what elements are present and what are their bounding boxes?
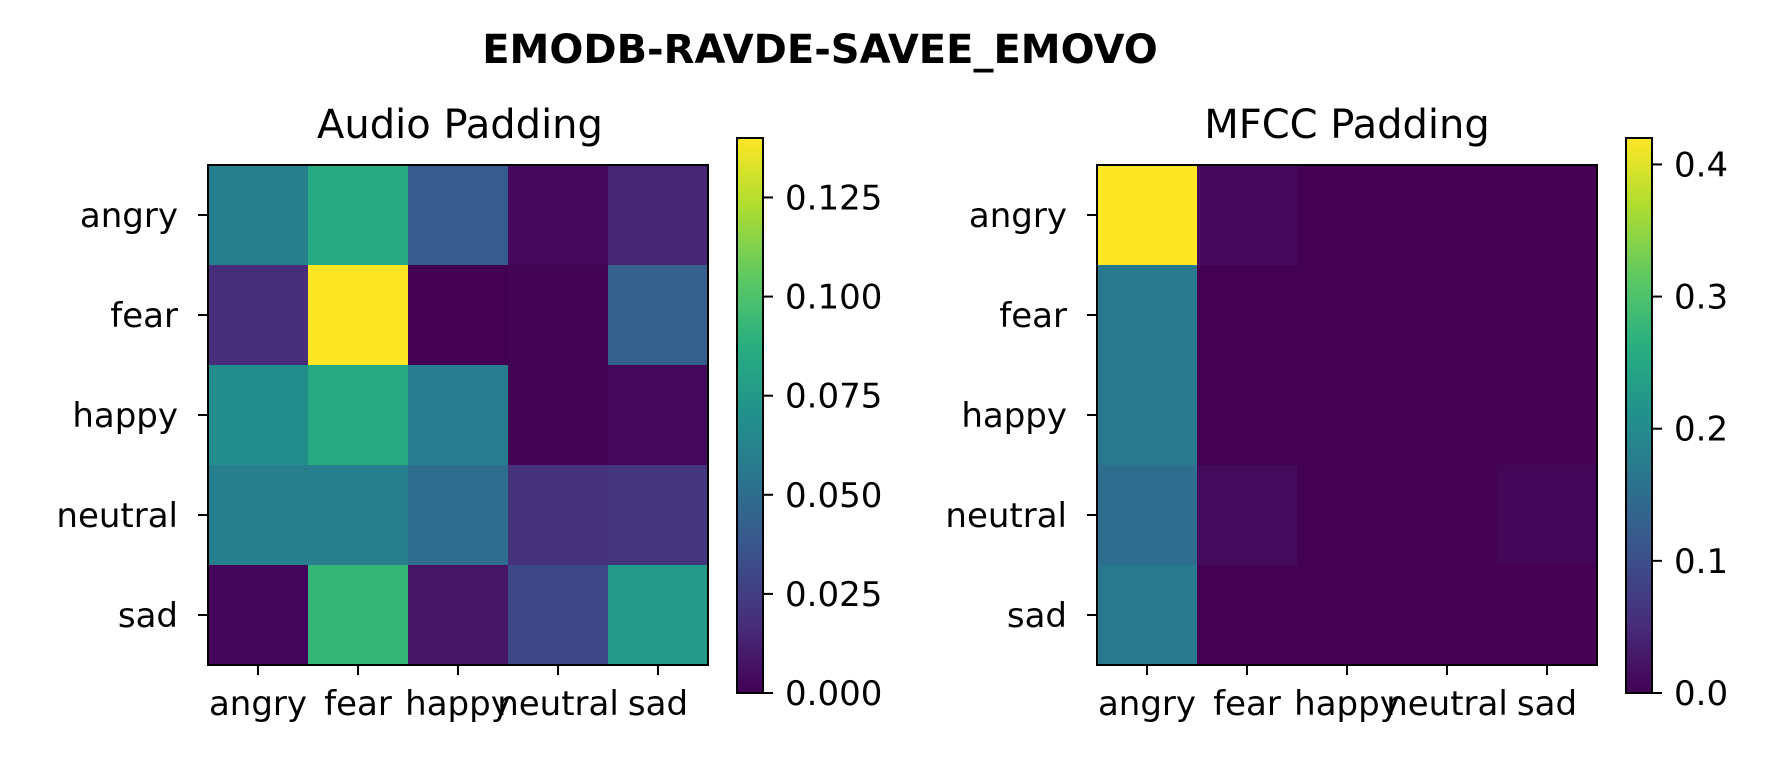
heatmap-cell	[308, 565, 409, 666]
y-tick-label: sad	[118, 596, 178, 636]
heatmap-cell	[1497, 265, 1598, 366]
heatmap-cell	[1497, 165, 1598, 266]
heatmap-cell	[308, 465, 409, 566]
heatmap-cell	[1297, 365, 1398, 466]
heatmap-cell	[608, 565, 709, 666]
heatmap-cell	[1397, 465, 1498, 566]
heatmap-cell	[1397, 365, 1498, 466]
y-tick-label: happy	[72, 396, 178, 436]
heatmap-cell	[208, 265, 309, 366]
y-tick-label: happy	[961, 396, 1067, 436]
heatmap-cell	[508, 365, 609, 466]
heatmap-cell	[408, 165, 509, 266]
colorbar-tick-label: 0.075	[785, 377, 882, 417]
colorbar-tick-label: 0.4	[1674, 145, 1728, 185]
heatmap-cell	[608, 165, 709, 266]
colorbar-tick-label: 0.025	[785, 575, 882, 615]
colorbar-tick-label: 0.050	[785, 476, 882, 516]
panel-title: Audio Padding	[317, 102, 603, 148]
heatmap-cell	[1197, 565, 1298, 666]
heatmap-cell	[408, 565, 509, 666]
x-tick-label: neutral	[497, 684, 619, 724]
heatmap-cell	[1197, 265, 1298, 366]
heatmap-cell	[1297, 265, 1398, 366]
colorbar-tick-label: 0.0	[1674, 674, 1728, 714]
colorbar-ticks: 0.000 0.025 0.050 0.075 0.100 0.125	[763, 178, 882, 714]
x-tick-label: sad	[1517, 684, 1577, 724]
panel-title: MFCC Padding	[1204, 102, 1490, 148]
heatmap-cell	[608, 365, 709, 466]
heatmap-cell	[1497, 565, 1598, 666]
y-tick-label: angry	[80, 196, 178, 236]
x-tick-label: neutral	[1386, 684, 1508, 724]
heatmap-cell	[1297, 465, 1398, 566]
colorbar-tick-label: 0.125	[785, 178, 882, 218]
x-tick-label: sad	[628, 684, 688, 724]
heatmap-cell	[1097, 265, 1198, 366]
heatmap-cell	[208, 365, 309, 466]
heatmap-cell	[1097, 565, 1198, 666]
heatmap-cell	[1197, 465, 1298, 566]
colorbar-tick-label: 0.2	[1674, 410, 1728, 450]
y-axis: angry fear happy neutral sad	[945, 196, 1097, 636]
heatmap-cell	[608, 265, 709, 366]
heatmap-cells	[208, 165, 709, 666]
y-tick-label: fear	[999, 296, 1067, 336]
y-tick-label: sad	[1007, 596, 1067, 636]
heatmap-cell	[508, 265, 609, 366]
colorbar-tick-label: 0.100	[785, 278, 882, 318]
heatmap-cell	[308, 265, 409, 366]
x-tick-label: fear	[1213, 684, 1281, 724]
figure-title: EMODB-RAVDE-SAVEE_EMOVO	[482, 27, 1158, 73]
heatmap-cell	[608, 465, 709, 566]
heatmap-cell	[1197, 165, 1298, 266]
heatmap-cell	[1297, 165, 1398, 266]
y-tick-label: neutral	[56, 496, 178, 536]
x-tick-label: happy	[405, 684, 511, 724]
heatmap-cell	[308, 365, 409, 466]
y-tick-label: angry	[969, 196, 1067, 236]
colorbar-tick-label: 0.3	[1674, 278, 1728, 318]
heatmap-cell	[208, 165, 309, 266]
heatmap-cell	[308, 165, 409, 266]
y-tick-label: neutral	[945, 496, 1067, 536]
heatmap-cells	[1097, 165, 1598, 666]
colorbar-ticks: 0.0 0.1 0.2 0.3 0.4	[1652, 145, 1728, 714]
heatmap-cell	[208, 565, 309, 666]
colorbar-tick-label: 0.1	[1674, 542, 1728, 582]
x-tick-label: happy	[1294, 684, 1400, 724]
x-tick-label: fear	[324, 684, 392, 724]
y-tick-label: fear	[110, 296, 178, 336]
colorbar	[1625, 137, 1653, 694]
heatmap-cell	[408, 265, 509, 366]
heatmap-cell	[1297, 565, 1398, 666]
x-tick-label: angry	[209, 684, 307, 724]
heatmap-cell	[408, 365, 509, 466]
colorbar-tick-label: 0.000	[785, 674, 882, 714]
heatmap-cell	[508, 165, 609, 266]
x-tick-label: angry	[1098, 684, 1196, 724]
heatmap-cell	[408, 465, 509, 566]
heatmap-cell	[508, 465, 609, 566]
heatmap-cell	[508, 565, 609, 666]
heatmap-cell	[208, 465, 309, 566]
colorbar	[736, 137, 764, 694]
heatmap-cell	[1497, 365, 1598, 466]
heatmap-cell	[1497, 465, 1598, 566]
heatmap-cell	[1097, 365, 1198, 466]
heatmap-cell	[1397, 565, 1498, 666]
heatmap-cell	[1097, 465, 1198, 566]
heatmap-cell	[1397, 165, 1498, 266]
y-axis: angry fear happy neutral sad	[56, 196, 208, 636]
heatmap-cell	[1197, 365, 1298, 466]
heatmap-cell	[1397, 265, 1498, 366]
heatmap-cell	[1097, 165, 1198, 266]
